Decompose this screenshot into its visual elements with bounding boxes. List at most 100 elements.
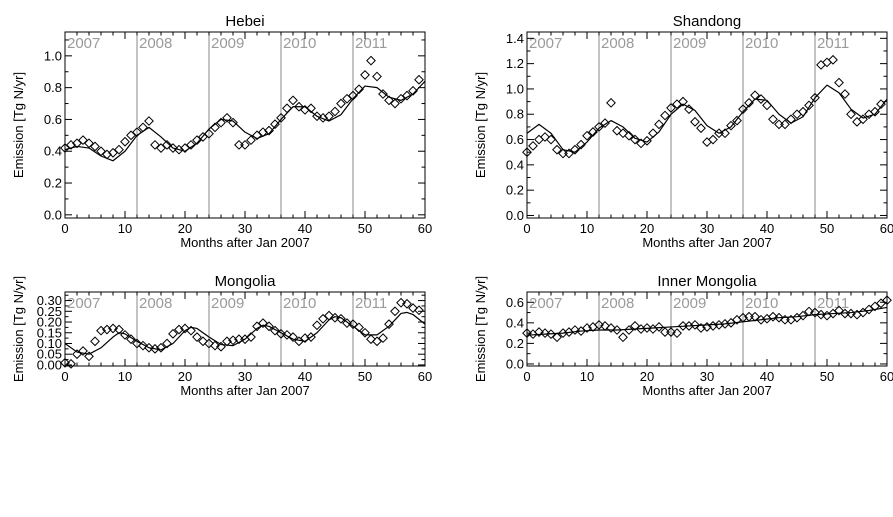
x-tick-label: 10 (118, 221, 132, 236)
y-tick-label: 0.6 (506, 295, 524, 310)
data-point-diamond (198, 336, 208, 347)
data-point-diamond (750, 90, 760, 101)
data-point-diamond (660, 327, 670, 337)
data-point-diamond (834, 77, 844, 88)
data-point-diamond (414, 305, 424, 316)
data-point-diamond (138, 340, 148, 351)
data-point-diamond (390, 306, 400, 317)
data-point-diamond (528, 140, 538, 151)
data-point-diamond (756, 94, 766, 104)
data-point-diamond (792, 109, 802, 120)
data-point-diamond (192, 332, 202, 342)
data-point-diamond (852, 116, 862, 127)
year-label: 2007 (67, 35, 100, 52)
data-point-diamond (84, 351, 94, 362)
data-point-diamond (168, 328, 178, 339)
data-point-diamond (720, 128, 730, 139)
data-point-diamond (672, 328, 682, 339)
data-point-diamond (258, 318, 268, 329)
data-point-diamond (768, 311, 778, 322)
data-point-diamond (318, 313, 328, 324)
year-label: 2009 (673, 35, 706, 52)
data-point-diamond (240, 139, 250, 150)
year-label: 2011 (817, 295, 849, 312)
data-point-diamond (870, 106, 880, 117)
x-tick-label: 20 (178, 221, 192, 236)
data-point-diamond (330, 106, 340, 117)
data-point-diamond (132, 127, 142, 138)
data-point-diamond (768, 114, 778, 125)
x-tick-label: 50 (358, 221, 372, 236)
data-point-diamond (312, 320, 322, 331)
data-point-diamond (774, 312, 784, 323)
data-point-diamond (354, 322, 364, 333)
data-point-diamond (264, 321, 274, 332)
chart-panel-1: Shandong 2007 2008 2009 2010 2011 0 10 20 30 40 50 6… (473, 13, 893, 250)
data-point-diamond (174, 144, 184, 155)
data-point-diamond (198, 132, 208, 142)
data-point-diamond (624, 325, 634, 335)
data-point-diamond (876, 99, 886, 110)
data-point-diamond (744, 97, 754, 108)
x-tick-label: 50 (820, 369, 834, 384)
data-point-diamond (60, 143, 70, 153)
data-point-diamond (372, 71, 382, 82)
x-axis-label: Months after Jan 2007 (642, 383, 771, 398)
data-point-diamond (804, 306, 814, 317)
x-tick-label: 10 (118, 369, 132, 384)
data-point-diamond (402, 298, 412, 309)
chart-panel-3: Inner Mongolia 2007 2008 2009 2010 2011 0 10 20 3… (473, 273, 893, 398)
y-tick-label: 0.4 (506, 315, 524, 330)
data-point-diamond (288, 332, 298, 342)
x-tick-label: 30 (700, 221, 714, 236)
data-point-diamond (342, 93, 352, 104)
data-point-diamond (540, 328, 550, 339)
x-tick-label: 40 (760, 369, 774, 384)
data-point-diamond (318, 112, 328, 123)
data-point-diamond (390, 98, 400, 109)
data-point-diamond (522, 328, 532, 339)
data-point-diamond (180, 323, 190, 334)
fit-line (527, 306, 887, 336)
data-point-diamond (300, 104, 310, 115)
data-point-diamond (642, 323, 652, 333)
data-point-diamond (570, 325, 580, 335)
y-tick-label: 0.0 (506, 208, 524, 223)
data-point-diamond (552, 332, 562, 343)
x-tick-label: 0 (523, 221, 530, 236)
data-point-diamond (180, 143, 190, 153)
data-point-diamond (762, 100, 772, 111)
chart-title: Shandong (673, 13, 741, 30)
data-point-diamond (108, 323, 118, 334)
year-label: 2010 (745, 35, 778, 52)
data-point-diamond (702, 137, 712, 147)
data-point-diamond (564, 148, 574, 159)
data-point-diamond (798, 310, 808, 321)
data-point-diamond (210, 340, 220, 351)
y-tick-label: 0.6 (44, 112, 62, 127)
x-tick-label: 20 (178, 369, 192, 384)
data-point-diamond (642, 135, 652, 146)
y-tick-label: 0.15 (37, 325, 62, 340)
data-point-diamond (306, 103, 316, 114)
x-tick-label: 50 (820, 221, 834, 236)
x-tick-label: 60 (418, 221, 432, 236)
data-point-diamond (780, 119, 790, 130)
year-label: 2008 (601, 295, 634, 312)
year-label: 2008 (139, 35, 172, 52)
data-point-diamond (204, 128, 214, 139)
x-tick-label: 40 (298, 221, 312, 236)
data-point-diamond (96, 146, 106, 157)
year-label: 2009 (673, 295, 706, 312)
data-point-diamond (690, 319, 700, 330)
y-tick-label: 0.05 (37, 347, 62, 362)
data-point-diamond (882, 295, 892, 306)
chart-title: Inner Mongolia (657, 273, 757, 290)
data-point-diamond (576, 139, 586, 150)
x-tick-label: 30 (700, 369, 714, 384)
data-point-diamond (156, 342, 166, 353)
y-axis-label: Emission [Tg N/yr] (11, 276, 26, 382)
chart-title: Mongolia (215, 273, 277, 290)
data-point-diamond (612, 325, 622, 335)
